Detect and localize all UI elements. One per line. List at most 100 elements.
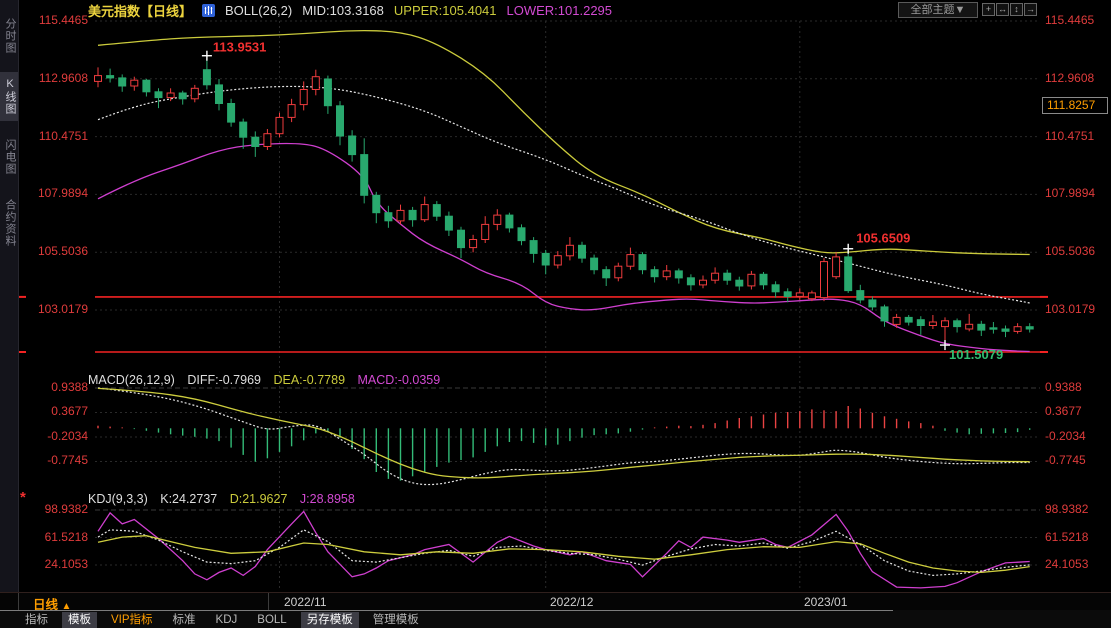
candle-body[interactable] — [336, 105, 344, 137]
toolbar-item-另存模板[interactable]: 另存模板 — [300, 612, 359, 628]
toolbar-item-KDJ[interactable]: KDJ — [215, 614, 238, 626]
toolbar-item-指标[interactable]: 指标 — [25, 614, 48, 626]
candle-body[interactable] — [904, 316, 913, 323]
candle-body[interactable] — [578, 244, 586, 259]
candle-body[interactable] — [202, 69, 211, 86]
candle-body[interactable] — [989, 327, 998, 330]
candle-body[interactable] — [106, 75, 115, 79]
candle-body[interactable] — [263, 133, 272, 147]
candle-body[interactable] — [190, 87, 199, 100]
candle-body[interactable] — [287, 104, 296, 118]
toolbar-item-管理模板[interactable]: 管理模板 — [372, 614, 419, 626]
candle-body[interactable] — [650, 269, 659, 278]
candle-body[interactable] — [1013, 326, 1022, 332]
scroll-right-icon[interactable]: → — [1024, 3, 1037, 16]
candle-body[interactable] — [166, 92, 175, 99]
candle-body[interactable] — [771, 284, 780, 293]
candle-body[interactable] — [130, 79, 139, 87]
sidebar-tab-合约资料[interactable]: 合约资料 — [4, 199, 16, 247]
candle-body[interactable] — [602, 269, 611, 279]
candle-body[interactable] — [832, 256, 841, 278]
candle-body[interactable] — [953, 320, 962, 328]
toolbar-item-BOLL[interactable]: BOLL — [257, 614, 287, 626]
candle-body[interactable] — [638, 254, 647, 271]
candle-body[interactable] — [614, 265, 623, 279]
candle-body[interactable] — [553, 255, 562, 266]
candle-body[interactable] — [699, 279, 707, 286]
candle-body[interactable] — [227, 103, 236, 123]
candle-body[interactable] — [807, 292, 816, 300]
candle-body[interactable] — [154, 91, 163, 99]
candle-body[interactable] — [735, 279, 744, 287]
theme-dropdown-button[interactable]: 全部主题▼ — [898, 2, 978, 18]
candle-body[interactable] — [795, 292, 804, 297]
candle-body[interactable] — [844, 256, 853, 292]
candle-body[interactable] — [880, 306, 889, 322]
candle-body[interactable] — [469, 239, 478, 249]
candle-body[interactable] — [118, 77, 127, 87]
candle-body[interactable] — [432, 204, 441, 217]
indicator-marker-icon[interactable]: * — [20, 489, 26, 506]
candle-body[interactable] — [928, 321, 937, 326]
scale-x-icon[interactable]: ↔ — [996, 3, 1009, 16]
candle-body[interactable] — [505, 214, 514, 229]
candle-body[interactable] — [674, 270, 683, 279]
candle-body[interactable] — [360, 154, 369, 196]
candle-body[interactable] — [493, 214, 502, 225]
candle-body[interactable] — [1001, 328, 1010, 332]
candle-body[interactable] — [1025, 326, 1034, 330]
period-selector[interactable]: 日线 ▲ — [33, 594, 71, 613]
candle-body[interactable] — [239, 121, 248, 138]
candle-body[interactable] — [565, 244, 574, 257]
candle-body[interactable] — [348, 135, 357, 156]
candle-body[interactable] — [529, 240, 538, 254]
candle-body[interactable] — [711, 272, 720, 281]
candle-body[interactable] — [215, 84, 223, 105]
candle-body[interactable] — [590, 257, 599, 271]
move-icon[interactable]: + — [982, 3, 995, 16]
candle-body[interactable] — [275, 116, 284, 135]
candle-body[interactable] — [251, 136, 260, 147]
candle-body[interactable] — [747, 273, 756, 287]
candle-body[interactable] — [868, 299, 877, 308]
candle-body[interactable] — [892, 316, 901, 325]
candle-body[interactable] — [916, 319, 925, 327]
candle-body[interactable] — [856, 290, 865, 301]
candle-body[interactable] — [977, 323, 986, 331]
candle-body[interactable] — [965, 323, 974, 330]
toolbar-item-VIP指标[interactable]: VIP指标 — [111, 614, 153, 626]
candle-body[interactable] — [783, 291, 792, 297]
candle-body[interactable] — [323, 78, 332, 107]
candle-body[interactable] — [372, 194, 381, 214]
candle-body[interactable] — [408, 209, 417, 221]
toolbar-item-标准[interactable]: 标准 — [172, 614, 196, 626]
candle-body[interactable] — [941, 320, 949, 328]
candle-body[interactable] — [820, 261, 828, 299]
candle-body[interactable] — [686, 277, 695, 286]
toolbar-item-模板[interactable]: 模板 — [62, 612, 97, 628]
candle-body[interactable] — [384, 212, 393, 222]
candle-body[interactable] — [759, 273, 768, 286]
candle-body[interactable] — [420, 204, 429, 221]
candle-body[interactable] — [457, 229, 465, 249]
candle-body[interactable] — [396, 209, 405, 222]
candle-body[interactable] — [142, 79, 151, 93]
sidebar-tab-闪电图[interactable]: 闪电图 — [4, 139, 16, 175]
sidebar-tab-K线图[interactable]: K线图 — [0, 72, 18, 121]
candle-body[interactable] — [541, 252, 550, 266]
candle-body[interactable] — [626, 254, 635, 267]
sidebar-tab-分时图[interactable]: 分时图 — [4, 18, 16, 54]
candle-body[interactable] — [94, 75, 102, 82]
candle-body[interactable] — [178, 92, 187, 100]
candle-body[interactable] — [723, 272, 732, 281]
candle-body[interactable] — [311, 76, 320, 90]
candle-body[interactable] — [662, 270, 671, 278]
candle-body[interactable] — [517, 227, 526, 242]
scale-y-icon[interactable]: ↕ — [1010, 3, 1023, 16]
macd-panel-header: MACD(26,12,9) DIFF:-0.7969 DEA:-0.7789 M… — [88, 373, 449, 387]
y-axis-label: 61.5218 — [1045, 530, 1089, 544]
candle-body[interactable] — [444, 215, 453, 231]
candle-body[interactable] — [299, 89, 308, 106]
candle-body[interactable] — [481, 223, 490, 240]
